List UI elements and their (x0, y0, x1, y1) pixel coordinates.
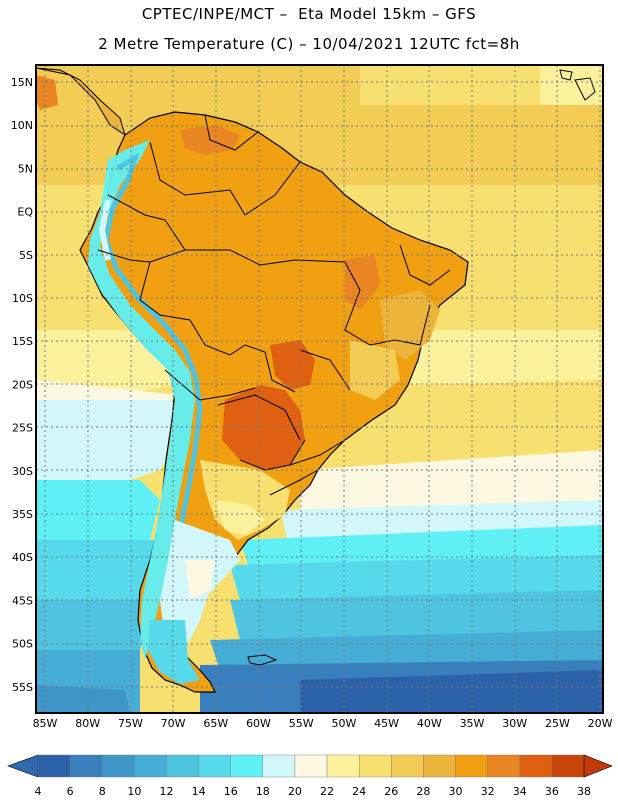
colorbar-tick-label: 8 (99, 785, 106, 798)
colorbar-tick-label: 26 (384, 785, 398, 798)
latitude-label: 55S (12, 681, 33, 694)
longitude-label: 80W (75, 717, 100, 730)
colorbar-swatch (37, 754, 71, 778)
longitude-labels: 85W 80W 75W 70W 65W 60W 55W 50W 45W 40W 35W 30W 25W 2… (33, 717, 613, 730)
colorbar-high-arrow (583, 754, 613, 778)
country-borders (97, 114, 451, 496)
colorbar-swatch (391, 754, 424, 778)
colorbar-swatch (358, 754, 392, 778)
colorbar-tick-label: 38 (577, 785, 591, 798)
colorbar-tick-label: 18 (256, 785, 270, 798)
colorbar-swatch (262, 754, 296, 778)
latitude-label: EQ (17, 206, 33, 219)
longitude-label: 65W (203, 717, 228, 730)
longitude-label: 45W (374, 717, 399, 730)
colorbar-swatch (230, 754, 264, 778)
latitude-label: 5S (19, 249, 33, 262)
colorbar-tick-label: 28 (416, 785, 430, 798)
colorbar-swatch (69, 754, 103, 778)
map-title-line-2: 2 Metre Temperature (C) – 10/04/2021 12U… (98, 35, 520, 53)
latitude-label: 10N (11, 119, 33, 132)
colorbar-swatch (166, 754, 199, 778)
longitude-label: 75W (118, 717, 143, 730)
colorbar-tick-label: 30 (449, 785, 463, 798)
longitude-label: 30W (502, 717, 527, 730)
latitude-label: 40S (12, 551, 33, 564)
latitude-label: 5N (18, 162, 33, 175)
latitude-label: 35S (12, 508, 33, 521)
latitude-label: 25S (12, 422, 33, 435)
colorbar-tick-label: 16 (224, 785, 238, 798)
latitude-label: 20S (12, 378, 33, 391)
colorbar-swatch (487, 754, 520, 778)
latitude-label: 50S (12, 638, 33, 651)
colorbar-tick-label: 24 (352, 785, 366, 798)
colorbar-low-arrow (7, 754, 39, 778)
colorbar-tick-label: 22 (320, 785, 334, 798)
colorbar-tick-label: 14 (192, 785, 206, 798)
latitude-label: 45S (12, 594, 33, 607)
map-frame (35, 64, 604, 714)
longitude-label: 25W (545, 717, 570, 730)
latitude-labels: 15N 10N 5N EQ 5S 10S 15S 20S 25S 30S 35S 40S 45S 50S 5… (11, 76, 34, 694)
longitude-label: 55W (289, 717, 314, 730)
colorbar-swatch (455, 754, 488, 778)
colorbar-swatch (198, 754, 231, 778)
map-title-line-1: CPTEC/INPE/MCT – Eta Model 15km – GFS (141, 5, 477, 23)
colorbar-swatch (423, 754, 456, 778)
longitude-label: 70W (161, 717, 186, 730)
colorbar-swatch (294, 754, 328, 778)
latitude-label: 15S (12, 335, 33, 348)
colorbar-swatch (102, 754, 135, 778)
longitude-label: 85W (33, 717, 58, 730)
colorbar-tick-label: 10 (127, 785, 141, 798)
colorbar-swatch (326, 754, 360, 778)
longitude-label: 40W (417, 717, 442, 730)
colorbar-tick-label: 36 (545, 785, 559, 798)
temperature-colorbar: 4 6 8 10 12 14 16 18 20 22 24 26 28 30 32 34 36 38 (7, 754, 613, 798)
latitude-label: 10S (12, 292, 33, 305)
colorbar-tick-label: 4 (35, 785, 42, 798)
colorbar-swatch (519, 754, 553, 778)
colorbar-tick-label: 32 (481, 785, 495, 798)
latitude-label: 15N (11, 76, 33, 89)
map-gridlines (36, 65, 603, 713)
longitude-label: 50W (331, 717, 356, 730)
colorbar-swatch (551, 754, 585, 778)
colorbar-tick-label: 34 (513, 785, 527, 798)
colorbar-tick-label: 6 (67, 785, 74, 798)
longitude-label: 35W (460, 717, 485, 730)
temperature-field (36, 65, 603, 713)
colorbar-swatch (134, 754, 167, 778)
colorbar-tick-label: 20 (288, 785, 302, 798)
latitude-label: 30S (12, 465, 33, 478)
colorbar-tick-label: 12 (159, 785, 173, 798)
longitude-label: 60W (246, 717, 271, 730)
longitude-label: 20W (588, 717, 613, 730)
